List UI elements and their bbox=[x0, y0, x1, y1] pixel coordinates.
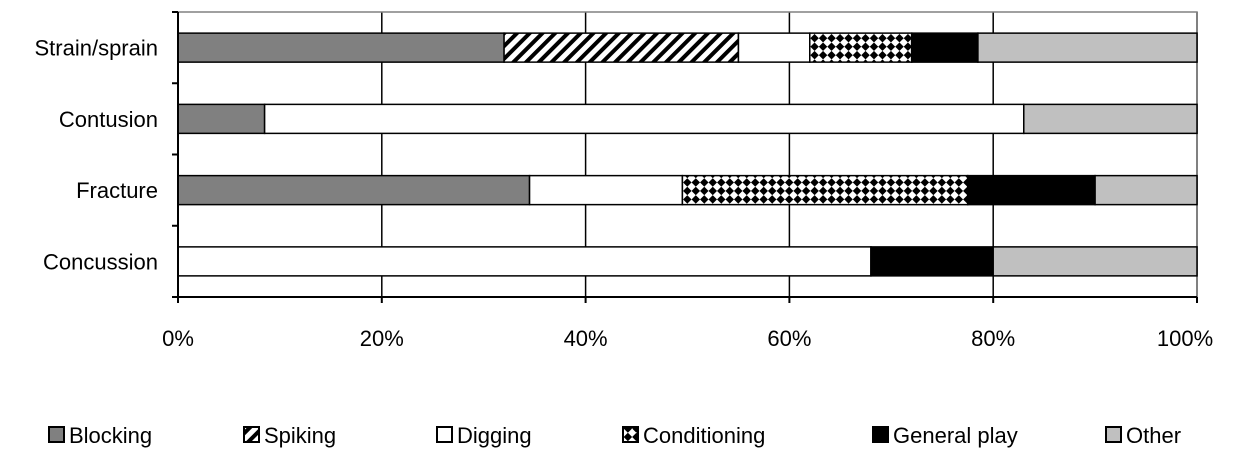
legend-label-spiking: Spiking bbox=[264, 423, 336, 448]
bar-conditioning-strain-sprain bbox=[809, 32, 913, 63]
legend-swatch-conditioning bbox=[622, 426, 639, 443]
bar-other-contusion bbox=[1023, 103, 1198, 135]
legend-swatch-digging bbox=[436, 426, 453, 443]
bar-blocking-strain-sprain bbox=[177, 32, 505, 63]
legend: Blocking Spiking Digging Conditioning Genera… bbox=[48, 423, 1181, 448]
bar-other-concussion bbox=[992, 246, 1198, 277]
legend-label-blocking: Blocking bbox=[69, 423, 152, 448]
bar-digging-contusion bbox=[263, 103, 1025, 135]
bar-conditioning-fracture bbox=[681, 174, 969, 206]
legend-label-digging: Digging bbox=[457, 423, 532, 448]
y-tick-label: Strain/sprain bbox=[34, 36, 158, 61]
y-axis-tick-labels: Strain/sprain Contusion Fracture Concussion bbox=[34, 36, 158, 275]
axes bbox=[172, 11, 1198, 303]
bars bbox=[177, 32, 1198, 277]
legend-swatch-spiking bbox=[243, 426, 260, 443]
bar-general-play-fracture bbox=[966, 174, 1096, 206]
bar-blocking-contusion bbox=[177, 103, 266, 135]
x-tick-label: 80% bbox=[971, 326, 1015, 351]
x-axis-tick-labels: 0% 20% 40% 60% 80% 100% bbox=[162, 326, 1213, 351]
bar-digging-strain-sprain bbox=[737, 32, 811, 63]
x-tick-label: 40% bbox=[564, 326, 608, 351]
bar-general-play-concussion bbox=[870, 246, 994, 277]
x-tick-label: 100% bbox=[1157, 326, 1213, 351]
y-tick-label: Fracture bbox=[76, 178, 158, 203]
legend-swatch-blocking bbox=[48, 426, 65, 443]
bar-blocking-fracture bbox=[177, 174, 531, 206]
bar-digging-fracture bbox=[528, 174, 684, 206]
y-tick-label: Concussion bbox=[43, 249, 158, 274]
bar-other-fracture bbox=[1094, 174, 1198, 206]
bar-other-strain-sprain bbox=[977, 32, 1198, 63]
legend-swatch-general-play bbox=[872, 426, 889, 443]
x-tick-label: 60% bbox=[767, 326, 811, 351]
y-tick-label: Contusion bbox=[59, 107, 158, 132]
bar-general-play-strain-sprain bbox=[910, 32, 979, 63]
legend-label-general-play: General play bbox=[893, 423, 1018, 448]
legend-swatch-other bbox=[1105, 426, 1122, 443]
x-tick-label: 0% bbox=[162, 326, 194, 351]
bar-spiking-strain-sprain bbox=[503, 32, 740, 63]
bar-digging-concussion bbox=[177, 246, 872, 277]
x-tick-label: 20% bbox=[360, 326, 404, 351]
legend-label-other: Other bbox=[1126, 423, 1181, 448]
legend-label-conditioning: Conditioning bbox=[643, 423, 765, 448]
